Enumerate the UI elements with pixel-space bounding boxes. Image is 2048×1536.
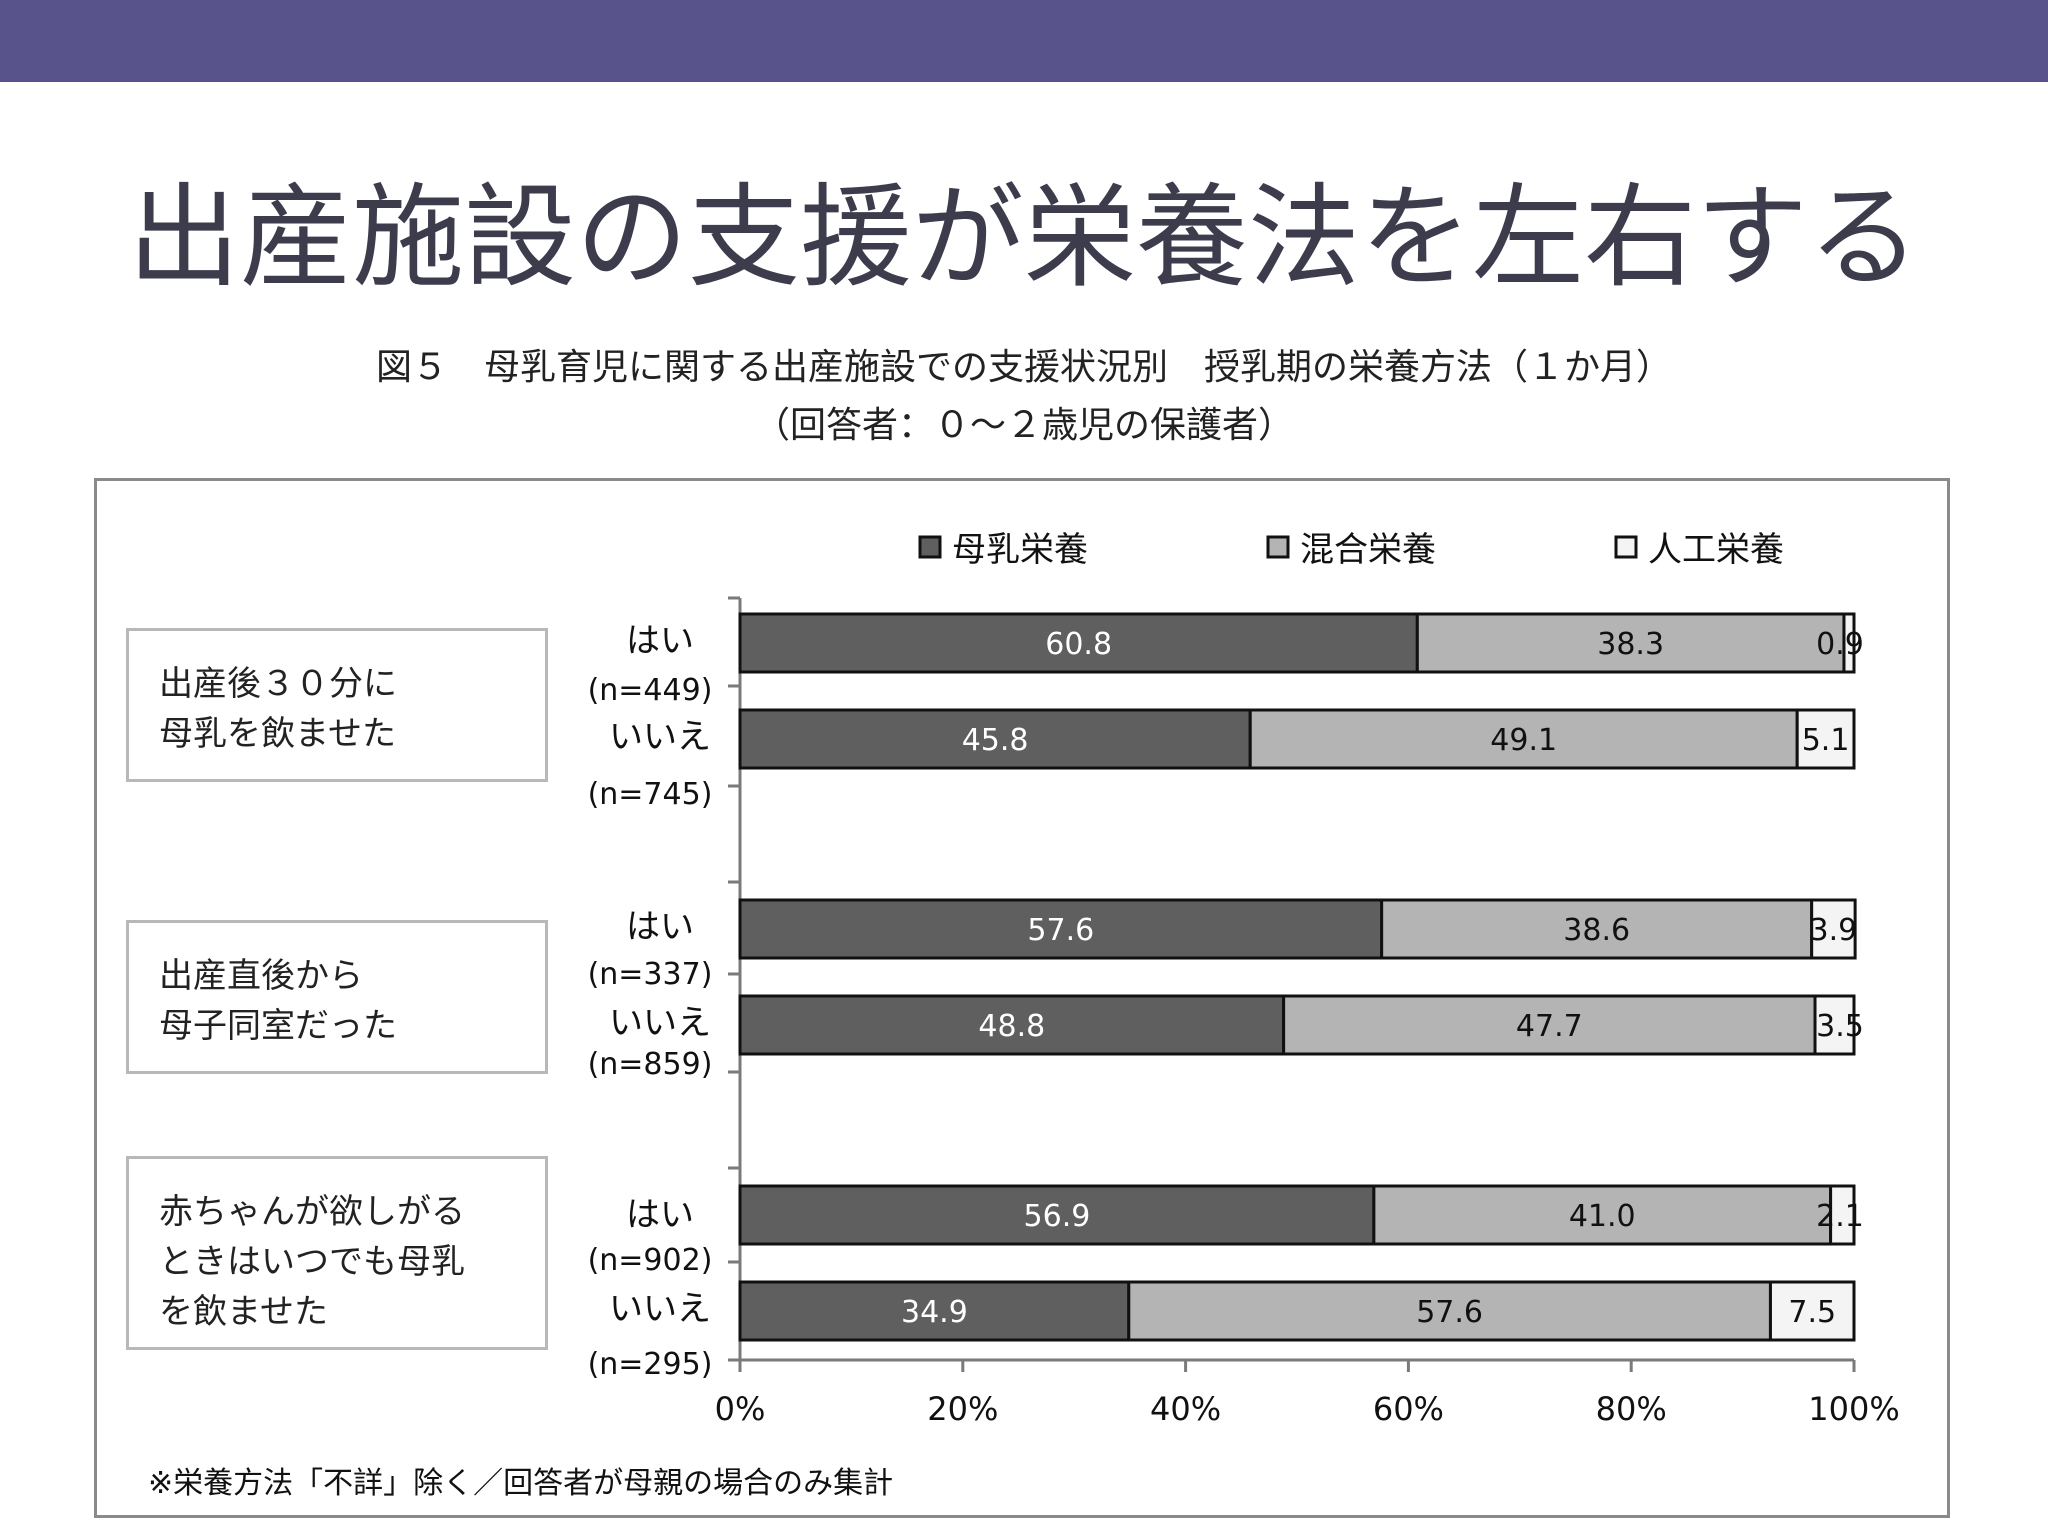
sample-size-label: (n=902): [588, 1243, 713, 1278]
category-label-line: を飲ませた: [159, 1292, 328, 1332]
legend-label: 人工栄養: [1648, 530, 1784, 570]
x-tick-label: 0%: [715, 1390, 766, 1428]
answer-label: いいえ: [609, 1289, 711, 1329]
answer-label: はい: [626, 907, 694, 947]
answer-label: はい: [626, 1195, 694, 1235]
sample-size-label: (n=859): [588, 1047, 713, 1082]
bar-value-label: 7.5: [1788, 1295, 1836, 1330]
bar-value-label: 0.9: [1816, 627, 1864, 662]
bar-value-label: 34.9: [901, 1295, 968, 1330]
legend-swatch: [1266, 535, 1290, 559]
bar-segment: [738, 994, 1286, 1056]
bar-value-label: 5.1: [1802, 723, 1850, 758]
bar-segment: [1813, 994, 1856, 1056]
bar-value-label: 47.7: [1516, 1009, 1583, 1044]
bar-segment: [1248, 708, 1799, 770]
bar-value-label: 45.8: [962, 723, 1029, 758]
sample-size-label: (n=337): [588, 957, 713, 992]
bar-segment: [1380, 898, 1814, 960]
category-label-line: 出産直後から: [159, 956, 363, 996]
bar-value-label: 48.8: [978, 1009, 1045, 1044]
sample-size-label: (n=745): [588, 777, 713, 812]
x-tick-label: 20%: [927, 1390, 998, 1428]
answer-label: いいえ: [609, 717, 711, 757]
bar-segment: [1415, 612, 1846, 674]
legend-swatch: [1614, 535, 1638, 559]
bar-value-label: 57.6: [1027, 913, 1094, 948]
slide-title: 出産施設の支援が栄養法を左右する: [128, 173, 1920, 303]
header-bar: [0, 0, 2048, 82]
bar-value-label: 49.1: [1490, 723, 1557, 758]
legend-label: 混合栄養: [1300, 530, 1436, 570]
legend-swatch: [918, 535, 942, 559]
answer-label: はい: [626, 621, 694, 661]
sample-size-label: (n=295): [588, 1347, 713, 1382]
bar-segment: [1282, 994, 1817, 1056]
x-tick-label: 60%: [1373, 1390, 1444, 1428]
answer-label: いいえ: [609, 1003, 711, 1043]
category-box-2: 出産直後から 母子同室だった: [126, 920, 548, 1074]
bar-segment: [1768, 1280, 1856, 1342]
legend-label: 母乳栄養: [952, 530, 1088, 570]
category-label-line: 赤ちゃんが欲しがる: [159, 1192, 465, 1232]
bar-segment: [1829, 1184, 1856, 1246]
bar-value-label: 3.9: [1810, 913, 1858, 948]
bar-value-label: 57.6: [1416, 1295, 1483, 1330]
category-label-line: 出産後３０分に: [159, 664, 397, 704]
bar-value-label: 2.1: [1816, 1199, 1864, 1234]
x-tick-label: 80%: [1596, 1390, 1667, 1428]
bar-value-label: 60.8: [1045, 627, 1112, 662]
bar-segment: [1795, 708, 1856, 770]
figure-title: 図５ 母乳育児に関する出産施設での支援状況別 授乳期の栄養方法（１か月）: [375, 347, 1672, 388]
bar-segment: [1127, 1280, 1772, 1342]
bar-value-label: 41.0: [1569, 1199, 1636, 1234]
category-box-3: 赤ちゃんが欲しがる ときはいつでも母乳 を飲ませた: [126, 1156, 548, 1350]
category-label-line: 母乳を飲ませた: [159, 714, 396, 754]
bar-segment: [738, 898, 1384, 960]
bar-segment: [1842, 612, 1856, 674]
category-box-1: 出産後３０分に 母乳を飲ませた: [126, 628, 548, 782]
bar-value-label: 38.6: [1563, 913, 1630, 948]
category-label-line: ときはいつでも母乳: [159, 1242, 465, 1282]
bar-value-label: 3.5: [1816, 1009, 1864, 1044]
bar-segment: [1372, 1184, 1833, 1246]
chart-frame: [94, 478, 1950, 1518]
bar-segment: [738, 612, 1419, 674]
bar-value-label: 56.9: [1024, 1199, 1091, 1234]
figure-subtitle: （回答者：０～２歳児の保護者）: [753, 405, 1294, 446]
category-label-line: 母子同室だった: [159, 1006, 397, 1046]
footnote: ※栄養方法「不詳」除く／回答者が母親の場合のみ集計: [148, 1466, 894, 1501]
x-tick-label: 40%: [1150, 1390, 1221, 1428]
bar-segment: [1810, 898, 1857, 960]
bar-value-label: 38.3: [1597, 627, 1664, 662]
sample-size-label: (n=449): [588, 673, 713, 708]
bar-segment: [738, 1280, 1131, 1342]
x-tick-label: 100%: [1808, 1390, 1899, 1428]
